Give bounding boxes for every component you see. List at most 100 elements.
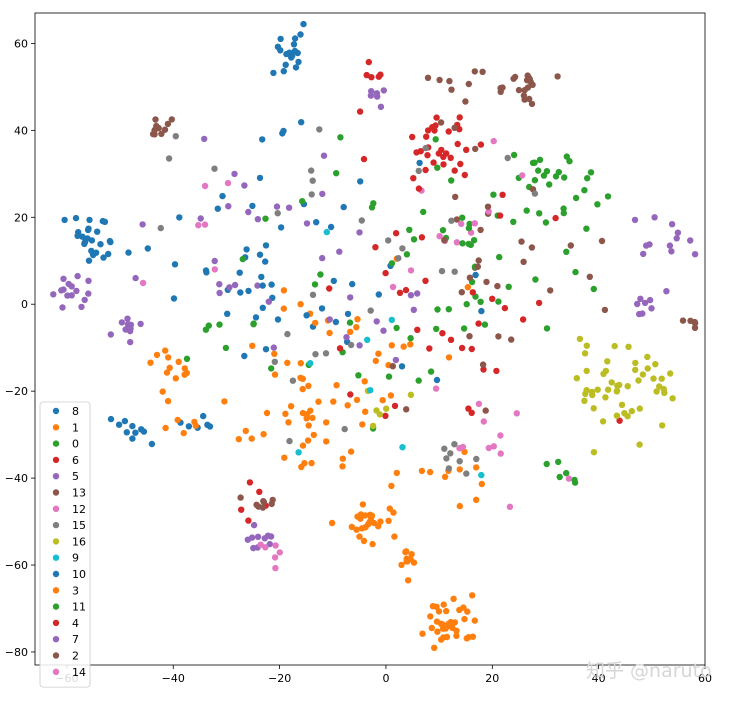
point-series-16 <box>644 365 651 372</box>
point-series-8 <box>86 216 93 224</box>
point-series-1 <box>298 463 305 471</box>
point-series-6 <box>409 133 416 141</box>
point-series-15 <box>456 458 463 465</box>
point-series-0 <box>460 325 468 332</box>
point-series-11 <box>467 241 474 249</box>
point-series-1 <box>369 540 376 548</box>
point-series-1 <box>388 342 395 349</box>
point-series-11 <box>222 344 230 352</box>
point-series-8 <box>171 261 179 268</box>
point-series-16 <box>667 370 674 377</box>
point-series-8 <box>256 251 264 258</box>
point-series-16 <box>407 391 415 398</box>
point-series-8 <box>79 233 86 240</box>
point-series-15 <box>165 155 173 162</box>
point-series-8 <box>72 214 80 222</box>
point-series-8 <box>332 318 340 326</box>
point-series-5 <box>126 327 134 335</box>
point-series-0 <box>495 298 502 305</box>
point-series-5 <box>225 203 232 210</box>
point-series-16 <box>576 335 584 343</box>
point-series-8 <box>398 363 406 370</box>
point-series-16 <box>632 359 639 367</box>
point-series-7 <box>639 310 646 317</box>
point-series-5 <box>356 229 363 236</box>
point-series-3 <box>192 422 199 429</box>
point-series-3 <box>398 561 405 569</box>
point-series-2 <box>269 496 276 504</box>
point-series-15 <box>347 341 355 349</box>
legend-label: 16 <box>72 535 86 548</box>
point-series-11 <box>432 136 439 143</box>
legend-marker <box>52 538 60 545</box>
point-series-1 <box>281 454 288 461</box>
point-series-16 <box>582 390 589 398</box>
point-series-5 <box>673 235 680 242</box>
point-series-0 <box>535 167 542 174</box>
point-series-1 <box>453 627 460 634</box>
point-series-2 <box>424 74 432 82</box>
point-series-12 <box>389 283 397 291</box>
point-series-5 <box>414 290 421 297</box>
point-series-2 <box>441 237 448 244</box>
point-series-6 <box>423 133 430 140</box>
point-series-5 <box>631 216 639 224</box>
point-series-1 <box>478 480 485 488</box>
point-series-1 <box>463 635 470 642</box>
point-series-0 <box>403 251 411 258</box>
point-series-3 <box>165 354 172 361</box>
point-series-5 <box>407 292 415 299</box>
point-series-6 <box>461 171 468 179</box>
point-series-9 <box>323 228 330 236</box>
point-series-0 <box>563 248 570 255</box>
point-series-1 <box>439 625 447 632</box>
point-series-6 <box>457 160 464 168</box>
point-series-4 <box>256 488 263 495</box>
point-series-0 <box>543 168 551 175</box>
point-series-10 <box>185 423 193 430</box>
point-series-13 <box>679 317 687 324</box>
legend-label: 0 <box>72 438 79 451</box>
point-series-5 <box>380 327 387 334</box>
point-series-5 <box>132 274 139 282</box>
point-series-13 <box>547 287 554 294</box>
point-series-12 <box>485 444 492 452</box>
point-series-1 <box>260 431 267 438</box>
point-series-15 <box>284 330 291 338</box>
legend-label: 1 <box>72 421 79 434</box>
point-series-13 <box>691 318 698 326</box>
point-series-2 <box>403 406 410 413</box>
point-series-16 <box>635 377 642 384</box>
legend-box <box>39 401 91 688</box>
point-series-1 <box>310 431 317 439</box>
point-series-7 <box>81 296 88 304</box>
point-series-1 <box>339 455 346 462</box>
point-series-11 <box>463 301 470 308</box>
point-series-7 <box>60 286 67 293</box>
point-series-13 <box>521 87 528 94</box>
point-series-8 <box>295 58 302 66</box>
point-series-1 <box>323 419 330 426</box>
point-series-0 <box>445 306 452 313</box>
point-series-7 <box>59 304 66 311</box>
point-series-16 <box>599 418 607 425</box>
point-series-6 <box>422 277 429 284</box>
point-series-4 <box>402 286 410 294</box>
point-series-8 <box>268 281 275 288</box>
point-series-14 <box>272 564 279 572</box>
point-series-8 <box>262 346 270 353</box>
point-series-3 <box>405 577 412 584</box>
point-series-1 <box>307 407 314 414</box>
point-series-2 <box>479 68 486 76</box>
point-series-0 <box>536 210 543 217</box>
point-series-9 <box>478 471 485 479</box>
point-series-0 <box>560 209 567 217</box>
point-series-11 <box>459 214 466 221</box>
point-series-1 <box>304 437 312 444</box>
point-series-6 <box>433 114 440 121</box>
point-series-13 <box>475 257 482 264</box>
point-series-12 <box>436 233 443 240</box>
point-series-11 <box>572 268 579 276</box>
point-series-3 <box>164 397 172 405</box>
